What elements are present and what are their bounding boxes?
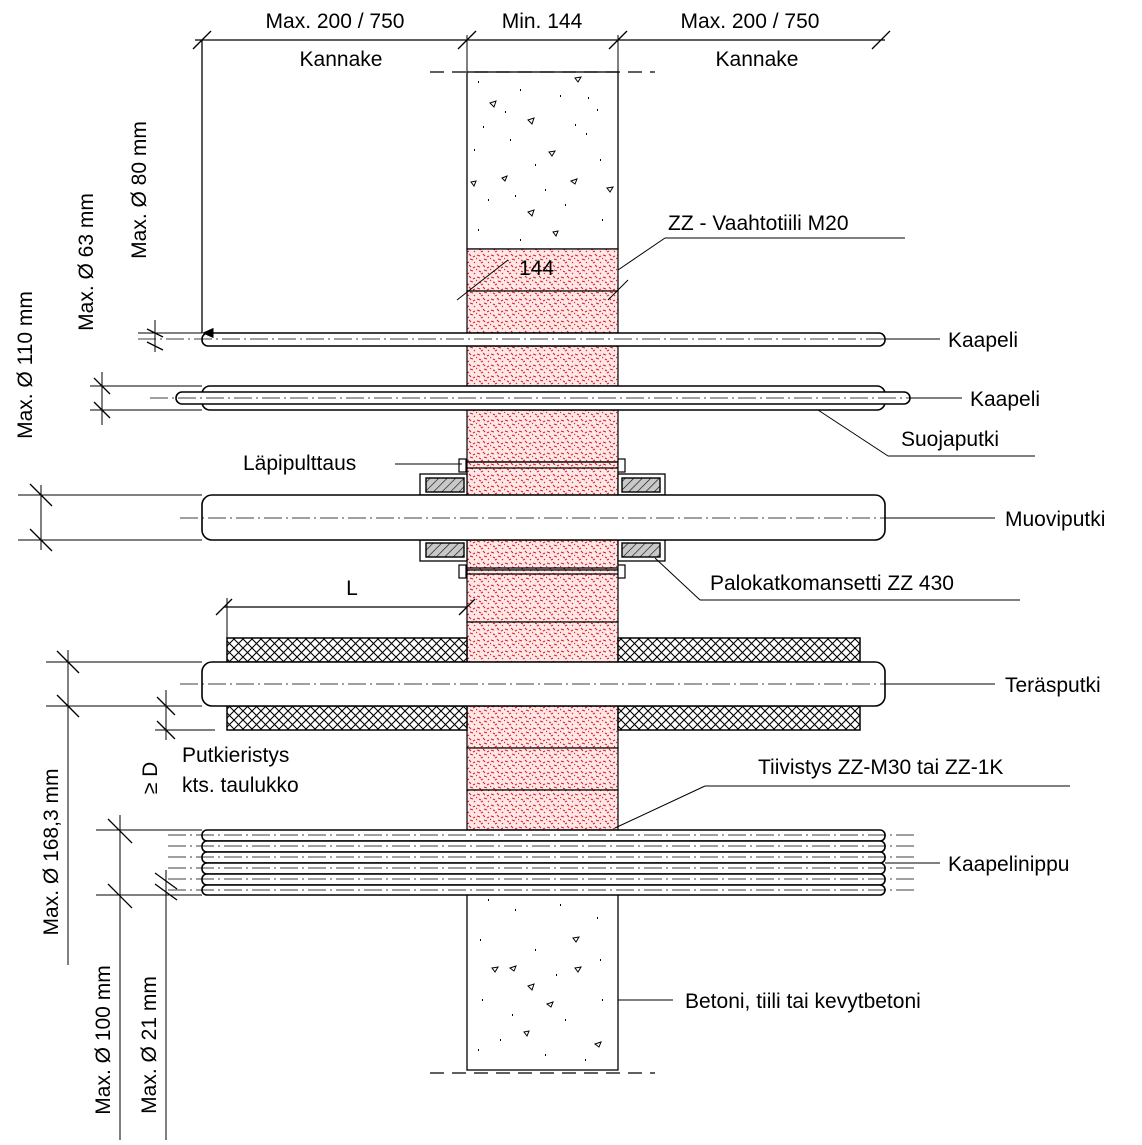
- dim-single-21: Max. Ø 21 mm: [138, 976, 161, 1114]
- top-dimension-lines: [192, 30, 891, 339]
- wall: [430, 71, 655, 1074]
- label-cable-2: Kaapeli: [970, 388, 1040, 411]
- label-insulation-1: Putkieristys: [182, 744, 289, 767]
- brick-2: [466, 290, 619, 334]
- label-cable-1: Kaapeli: [948, 329, 1018, 352]
- top-dim-left: Max. 200 / 750: [266, 10, 405, 33]
- cable-bundle: [168, 829, 915, 896]
- brick-3: [466, 345, 619, 387]
- label-length: L: [346, 577, 358, 600]
- cable-1: [138, 332, 935, 347]
- brick-5: [466, 461, 619, 496]
- label-plastic-pipe: Muoviputki: [1005, 508, 1105, 531]
- steel-pipe: [180, 661, 905, 707]
- fire-collars: [419, 458, 666, 579]
- pipe-insulation-bottom-right: [617, 705, 861, 731]
- brick-1: [466, 248, 619, 292]
- pipe-insulation-bottom-left: [226, 705, 468, 731]
- brick-11: [466, 789, 619, 831]
- label-foam-brick: ZZ - Vaahtotiili M20: [668, 212, 849, 235]
- brick-9: [466, 705, 619, 749]
- dim-steel-168: Max. Ø 168,3 mm: [40, 769, 63, 936]
- foam-brick-column: [466, 248, 619, 831]
- label-insulation-2: kts. taulukko: [182, 774, 299, 797]
- leader-lines: [395, 237, 1070, 1001]
- length-dimension: [215, 598, 476, 638]
- brick-7: [466, 569, 619, 623]
- dim-insulation-d: ≥ D: [139, 762, 162, 795]
- dim-plastic-110: Max. Ø 110 mm: [14, 291, 37, 439]
- brick-6: [466, 539, 619, 571]
- label-through-bolt: Läpipulttaus: [243, 452, 356, 475]
- dim-cable-80: Max. Ø 80 mm: [128, 121, 151, 259]
- label-wall-material: Betoni, tiili tai kevytbetoni: [685, 990, 921, 1013]
- concrete-wall-top: [466, 71, 619, 250]
- top-sub-right: Kannake: [716, 48, 799, 71]
- top-dim-center: Min. 144: [502, 10, 583, 33]
- concrete-wall-bottom: [466, 889, 619, 1071]
- dim-sleeve-63: Max. Ø 63 mm: [75, 193, 98, 331]
- top-dim-right: Max. 200 / 750: [681, 10, 820, 33]
- concrete-aggregate-bottom: [478, 899, 603, 1061]
- pipe-insulation-top-right: [617, 637, 861, 663]
- label-fire-collar: Palokatkomansetti ZZ 430: [710, 572, 954, 595]
- brick-10: [466, 747, 619, 791]
- dim-bundle-100: Max. Ø 100 mm: [92, 965, 115, 1114]
- left-dimension-lines: [18, 320, 215, 1140]
- plastic-pipe: [180, 494, 905, 541]
- label-brick-dim: 144: [519, 257, 554, 280]
- label-sealant: Tiivistys ZZ-M30 tai ZZ-1K: [758, 756, 1003, 779]
- concrete-aggregate-top: [470, 76, 614, 241]
- brick-8: [466, 621, 619, 663]
- pipe-insulation-top-left: [226, 637, 468, 663]
- label-steel-pipe: Teräsputki: [1005, 674, 1101, 697]
- label-cable-bundle: Kaapelinippu: [948, 853, 1069, 876]
- sleeve-and-cable-2: [150, 385, 960, 411]
- top-sub-left: Kannake: [300, 48, 383, 71]
- label-sleeve: Suojaputki: [901, 428, 999, 451]
- brick-4: [466, 409, 619, 463]
